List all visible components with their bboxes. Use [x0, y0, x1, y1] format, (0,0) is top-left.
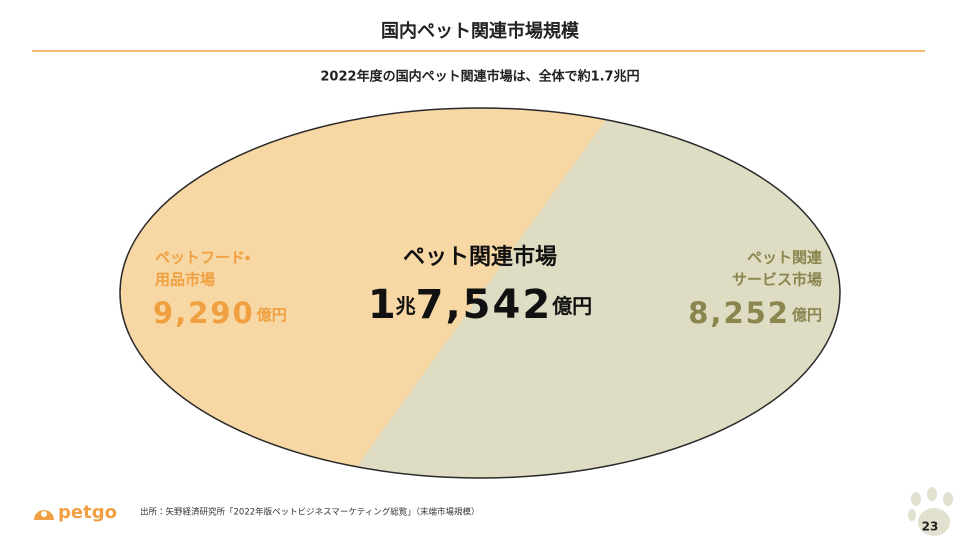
- source-note: 出所：矢野経済研究所「2022年版ペットビジネスマーケティング総覧」（末端市場規…: [140, 507, 479, 518]
- segment-label: サービス市場: [732, 271, 822, 289]
- ellipse-outline: [119, 107, 841, 479]
- food-area: [120, 108, 620, 478]
- page-number: 23: [922, 520, 939, 534]
- logo-icon-eye: [41, 511, 47, 517]
- segment-label: 用品市場: [155, 271, 215, 289]
- food-segment: ペットフード・ 用品市場 9,290 億円: [153, 249, 287, 331]
- segment-label: ペットフード・: [155, 249, 250, 267]
- segment-value: 9,290 億円: [153, 296, 287, 330]
- service-segment: ペット関連 サービス市場 8,252 億円: [688, 249, 822, 331]
- value-unit: 億円: [256, 306, 287, 324]
- value-number: 8,252: [688, 296, 790, 330]
- value-unit: 億円: [551, 294, 592, 318]
- segment-value: 8,252 億円: [688, 296, 822, 330]
- value-unit: 兆: [396, 294, 416, 318]
- subtitle: 2022年度の国内ペット関連市場は、全体で約1.7兆円: [320, 69, 639, 85]
- value-number: 1: [368, 282, 396, 328]
- total: ペット関連市場 1兆7,542億円: [368, 244, 592, 328]
- value-number: 9,290: [153, 296, 255, 330]
- ellipse-fill: [120, 108, 840, 478]
- slide-title: 国内ペット関連市場規模: [381, 20, 580, 42]
- logo: petgo: [34, 502, 117, 523]
- total-label: ペット関連市場: [403, 244, 557, 270]
- value-number: 7,542: [416, 282, 553, 328]
- logo-text: petgo: [58, 502, 117, 523]
- value-unit: 億円: [791, 306, 822, 324]
- total-value: 1兆7,542億円: [368, 282, 592, 328]
- segment-label: ペット関連: [747, 249, 822, 267]
- paw-icon: [908, 487, 953, 536]
